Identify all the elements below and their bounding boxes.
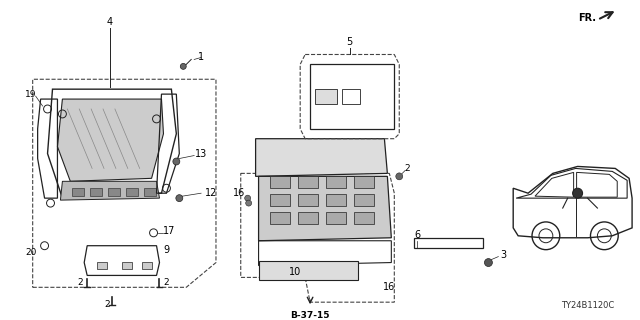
Circle shape	[173, 158, 180, 165]
Bar	[354, 194, 374, 206]
Text: 12: 12	[205, 188, 217, 198]
Bar	[108, 188, 120, 196]
Bar	[310, 64, 394, 129]
Text: 2: 2	[104, 300, 110, 309]
Bar	[72, 188, 84, 196]
Bar	[315, 89, 337, 104]
Circle shape	[180, 63, 186, 69]
Bar	[126, 188, 138, 196]
Bar	[354, 176, 374, 188]
Text: 10: 10	[289, 268, 301, 277]
Bar	[298, 194, 318, 206]
Bar	[326, 194, 346, 206]
Circle shape	[246, 200, 252, 206]
Text: 16: 16	[232, 188, 245, 198]
Text: 19: 19	[25, 90, 36, 99]
Bar	[298, 176, 318, 188]
Polygon shape	[60, 181, 159, 200]
Circle shape	[573, 188, 582, 198]
Bar	[298, 212, 318, 224]
Circle shape	[396, 173, 403, 180]
Text: B-37-15: B-37-15	[291, 310, 330, 320]
Text: TY24B1120C: TY24B1120C	[561, 301, 614, 310]
Circle shape	[484, 259, 492, 267]
Text: FR.: FR.	[579, 13, 596, 23]
Bar	[122, 261, 132, 269]
Bar	[271, 212, 291, 224]
Text: 20: 20	[25, 248, 36, 257]
Bar	[326, 176, 346, 188]
Text: 6: 6	[414, 230, 420, 240]
Text: 9: 9	[163, 245, 170, 255]
Text: 16: 16	[383, 282, 396, 292]
Bar	[141, 261, 152, 269]
Bar	[97, 261, 107, 269]
Bar	[143, 188, 156, 196]
Bar	[354, 212, 374, 224]
Bar	[90, 188, 102, 196]
Circle shape	[176, 195, 183, 202]
Text: 2: 2	[77, 278, 83, 287]
Text: 2: 2	[164, 278, 169, 287]
Bar	[414, 238, 483, 248]
Polygon shape	[259, 176, 391, 241]
Text: 1: 1	[198, 52, 204, 62]
Circle shape	[244, 195, 251, 201]
Bar	[259, 260, 358, 280]
Text: 4: 4	[107, 17, 113, 27]
Bar	[271, 194, 291, 206]
Text: 13: 13	[195, 148, 207, 159]
Text: 5: 5	[347, 36, 353, 47]
Polygon shape	[255, 139, 387, 176]
Bar	[271, 176, 291, 188]
Text: 2: 2	[404, 164, 410, 173]
Bar	[342, 89, 360, 104]
Polygon shape	[58, 99, 163, 181]
Bar	[326, 212, 346, 224]
Text: 17: 17	[163, 226, 175, 236]
Text: 3: 3	[500, 250, 506, 260]
